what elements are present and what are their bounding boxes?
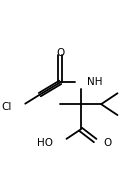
- Text: Cl: Cl: [2, 102, 12, 112]
- Text: NH: NH: [87, 77, 103, 87]
- Text: O: O: [104, 138, 112, 148]
- Text: HO: HO: [37, 138, 53, 148]
- Text: O: O: [56, 48, 64, 58]
